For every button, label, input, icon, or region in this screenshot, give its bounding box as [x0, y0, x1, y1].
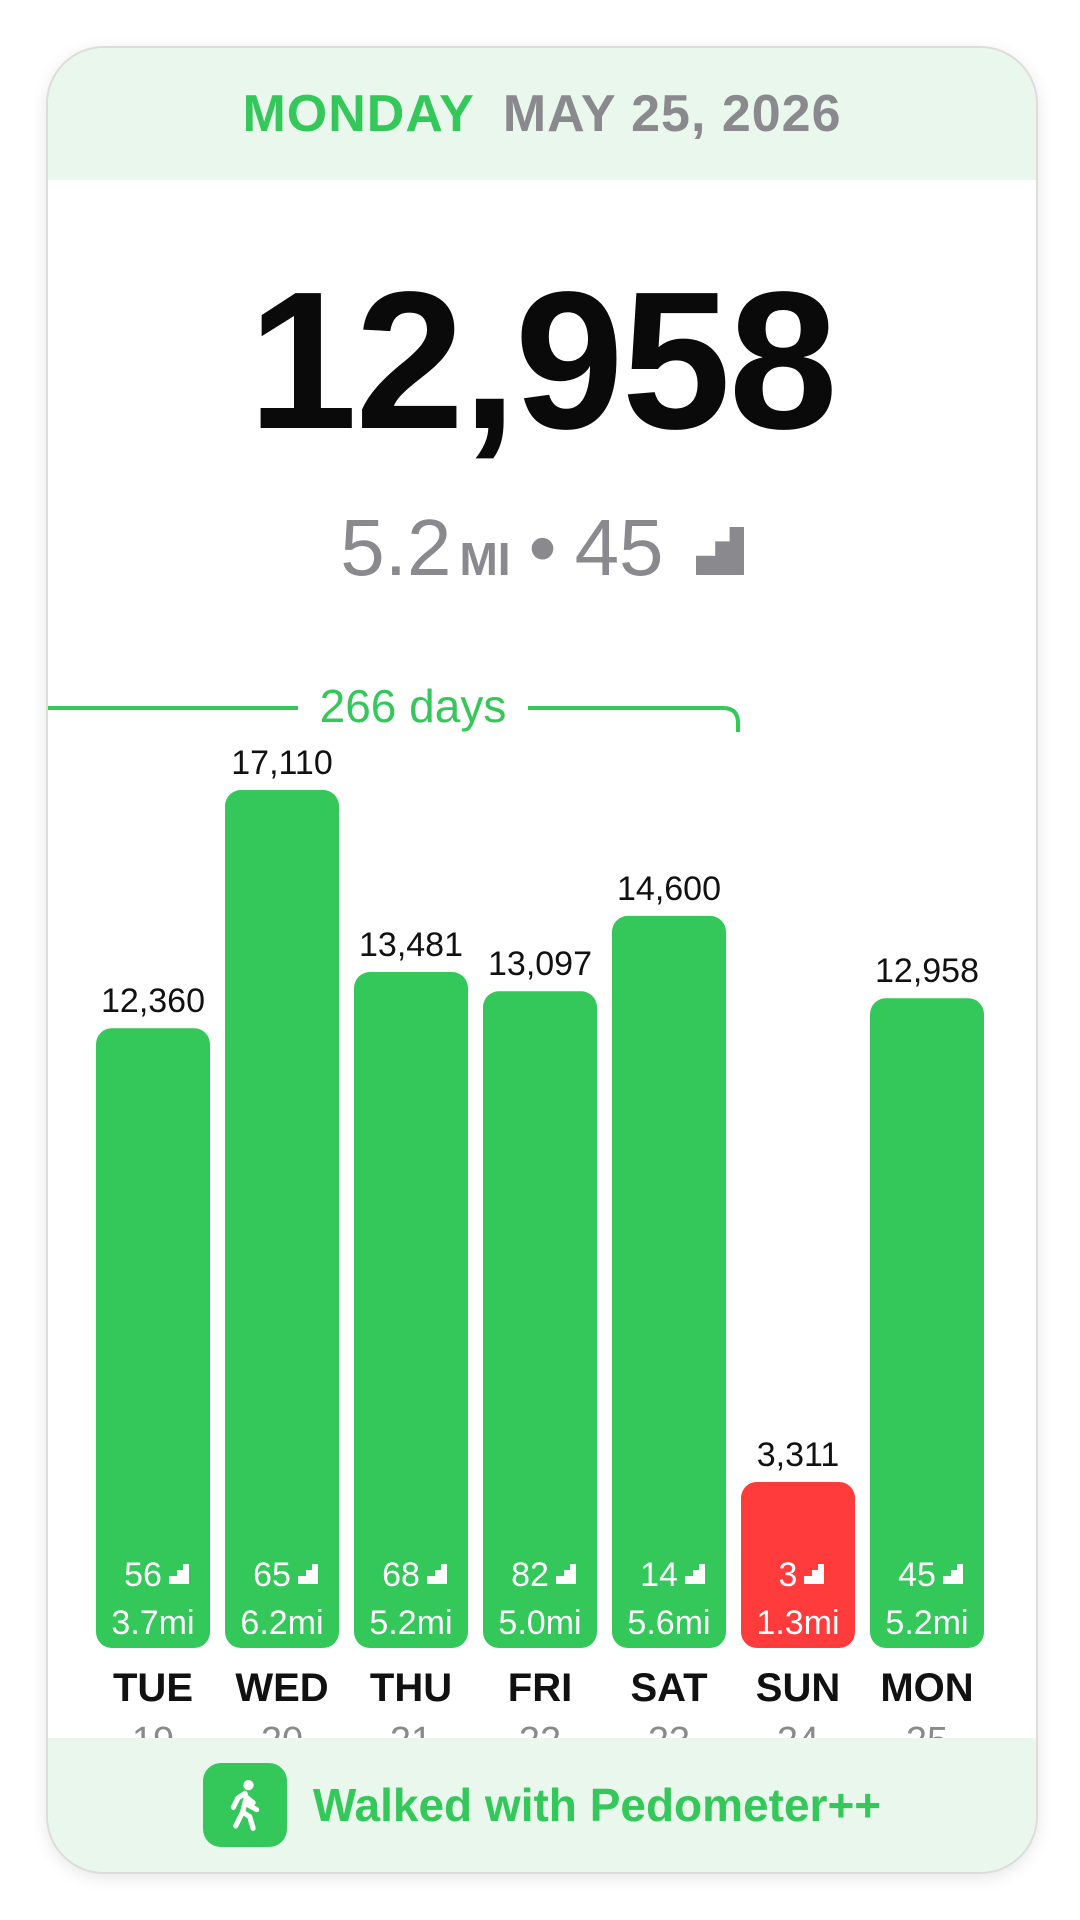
bar-distance-label: 5.2mi	[369, 1604, 452, 1642]
date-header: MONDAY MAY 25, 2026	[48, 48, 1036, 180]
flights-value: 45	[574, 503, 664, 592]
bar-flights-label: 56	[124, 1556, 162, 1594]
bar-distance-label: 5.0mi	[498, 1604, 581, 1642]
footer-banner[interactable]: Walked with Pedometer++	[48, 1738, 1036, 1872]
bar-distance-label: 5.6mi	[627, 1604, 710, 1642]
streak-bracket	[48, 706, 740, 732]
bar-distance-label: 1.3mi	[756, 1604, 839, 1642]
bar-value-label: 17,110	[231, 744, 332, 782]
bar-value-label: 12,360	[101, 982, 205, 1020]
bar-flights-label: 65	[253, 1556, 291, 1594]
weekly-steps-chart: 12,360563.7miTUE1917,110656.2miWED2013,4…	[48, 706, 984, 1758]
date-label: MAY 25, 2026	[502, 85, 842, 143]
day-label: FRI	[508, 1666, 572, 1710]
day-label: THU	[370, 1666, 452, 1710]
bar-value-label: 13,097	[488, 945, 592, 983]
stairs-icon	[685, 1564, 705, 1584]
bar-flights-label: 82	[511, 1556, 549, 1594]
bar-value-label: 13,481	[359, 926, 463, 964]
day-label: SUN	[756, 1666, 840, 1710]
bar-sun	[741, 1481, 855, 1648]
streak-line	[48, 706, 740, 732]
bar-value-label: 12,958	[875, 952, 979, 990]
stairs-icon	[298, 1564, 318, 1584]
day-label: WED	[235, 1666, 328, 1710]
stairs-icon	[427, 1564, 447, 1584]
footer-text: Walked with Pedometer++	[312, 1779, 882, 1831]
bar-distance-label: 6.2mi	[240, 1604, 323, 1642]
bar-wed	[225, 790, 339, 1648]
widget-card: MONDAY MAY 25, 2026 12,958 5.2 MI • 45 12,3…	[48, 48, 1036, 1872]
streak-label: 266 days	[298, 676, 528, 736]
bar-flights-label: 14	[640, 1556, 678, 1594]
bar-mon	[870, 998, 984, 1648]
summary-line: 5.2 MI • 45	[48, 508, 1036, 588]
stairs-icon	[804, 1564, 824, 1584]
bar-distance-label: 5.2mi	[885, 1604, 968, 1642]
stairs-icon	[695, 527, 744, 575]
bar-flights-label: 3	[779, 1556, 798, 1594]
step-count: 12,958	[248, 251, 837, 470]
separator-dot: •	[528, 503, 557, 592]
bar-sat	[612, 915, 726, 1648]
stairs-icon	[943, 1564, 963, 1584]
distance-value: 5.2	[340, 503, 452, 592]
bar-value-label: 14,600	[617, 870, 721, 908]
bar-fri	[483, 991, 597, 1648]
bar-distance-label: 3.7mi	[111, 1604, 194, 1642]
weekday-label: MONDAY	[242, 85, 475, 143]
walking-person-icon	[202, 1763, 287, 1847]
day-label: SAT	[630, 1666, 707, 1710]
bar-value-label: 3,311	[757, 1436, 840, 1474]
bar-flights-label: 45	[898, 1556, 936, 1594]
day-label: MON	[880, 1666, 973, 1710]
bar-tue	[96, 1028, 210, 1648]
stairs-icon	[169, 1564, 189, 1584]
distance-unit: MI	[459, 533, 511, 585]
bar-thu	[354, 971, 468, 1648]
stairs-icon	[556, 1564, 576, 1584]
bar-flights-label: 68	[382, 1556, 420, 1594]
day-label: TUE	[113, 1666, 193, 1710]
